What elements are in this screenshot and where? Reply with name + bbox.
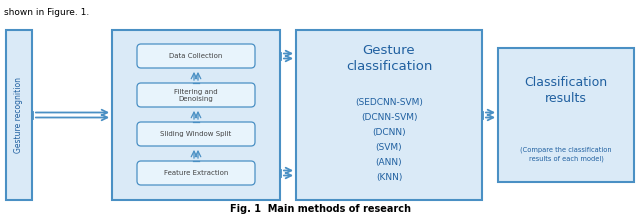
Bar [498, 48, 634, 182]
Text: Classification
results: Classification results [524, 75, 607, 104]
Text: (DCNN-SVM): (DCNN-SVM) [361, 112, 417, 121]
Text: (SEDCNN-SVM): (SEDCNN-SVM) [355, 97, 423, 106]
FancyBboxPatch shape [137, 161, 255, 185]
Text: shown in Figure. 1.: shown in Figure. 1. [4, 8, 89, 17]
Text: (SVM): (SVM) [376, 143, 403, 152]
Text: Gesture
classification: Gesture classification [346, 44, 432, 73]
Text: Data Collection: Data Collection [170, 53, 223, 59]
Text: (DCNN): (DCNN) [372, 128, 406, 136]
FancyBboxPatch shape [137, 44, 255, 68]
Text: (ANN): (ANN) [376, 158, 403, 167]
Text: (KNN): (KNN) [376, 172, 402, 182]
Text: Filtering and
Denoising: Filtering and Denoising [174, 88, 218, 101]
Text: Fig. 1  Main methods of research: Fig. 1 Main methods of research [230, 204, 410, 214]
Bar [296, 30, 482, 200]
Text: Feature Extraction: Feature Extraction [164, 170, 228, 176]
Text: Gesture recognition: Gesture recognition [15, 77, 24, 153]
FancyBboxPatch shape [137, 122, 255, 146]
Bar [6, 30, 32, 200]
FancyBboxPatch shape [137, 83, 255, 107]
Bar [112, 30, 280, 200]
Text: Sliding Window Split: Sliding Window Split [161, 131, 232, 137]
Text: (Compare the classification
results of each model): (Compare the classification results of e… [520, 147, 612, 161]
